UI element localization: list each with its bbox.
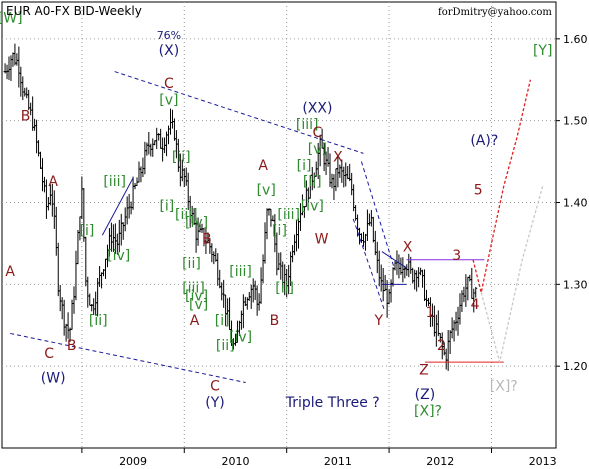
trend-line xyxy=(360,161,395,269)
x-tick-label: 2012 xyxy=(426,455,454,468)
wave-label: (W) xyxy=(41,371,66,387)
wave-label: [i] xyxy=(215,313,230,329)
y-tick-label: 1.50 xyxy=(563,115,588,128)
wave-label: 76% xyxy=(157,29,181,42)
wave-label: [ii] xyxy=(89,313,108,329)
axes: EUR A0-FX BID-Weekly forDmitry@yahoo.com… xyxy=(6,4,588,468)
wave-label: [iii] xyxy=(229,264,252,280)
wave-label: [iv] xyxy=(301,199,324,215)
wave-label: (X) xyxy=(159,43,180,59)
wave-label: C xyxy=(313,125,323,141)
y-tick-label: 1.40 xyxy=(563,196,588,209)
wave-label: [iv] xyxy=(185,289,208,305)
wave-label: 4 xyxy=(471,297,480,313)
price-bars xyxy=(3,43,478,371)
wave-label: A xyxy=(5,264,15,280)
wave-label: [iii] xyxy=(277,207,300,223)
author-email: forDmitry@yahoo.com xyxy=(438,7,552,18)
wave-label: [iv] xyxy=(229,330,252,346)
x-tick-label: 2010 xyxy=(221,455,249,468)
wave-label: 3 xyxy=(452,248,461,264)
wave-label: [ii] xyxy=(275,281,294,297)
wave-label: C xyxy=(164,76,174,92)
wave-label: A xyxy=(190,313,200,329)
wave-label: C xyxy=(44,346,54,362)
wave-label: [iii] xyxy=(182,281,205,297)
x-tick-label: 2011 xyxy=(324,455,352,468)
y-tick-label: 1.30 xyxy=(563,278,588,291)
wave-label: [i] xyxy=(272,223,287,239)
wave-label: [i] xyxy=(297,158,312,174)
wave-label: B xyxy=(270,313,280,329)
wave-label: [i] xyxy=(80,223,95,239)
trend-line xyxy=(114,71,364,154)
wave-label: [X]? xyxy=(414,403,442,419)
wave-label: [X]? xyxy=(490,379,518,395)
plot-frame xyxy=(1,1,557,449)
wave-label: [iii] xyxy=(175,207,198,223)
wave-label: [W] xyxy=(0,10,23,26)
wave-label: B xyxy=(67,338,77,354)
wave-label: [ii] xyxy=(182,256,201,272)
trend-line xyxy=(10,332,246,384)
wave-label: A xyxy=(48,174,58,190)
wave-label: [v] xyxy=(257,182,276,198)
wave-label: [ii] xyxy=(172,150,191,166)
wave-label: (Z) xyxy=(415,387,436,403)
wave-label: 5 xyxy=(474,182,483,198)
wave-label: [v] xyxy=(189,297,208,313)
y-tick-label: 1.20 xyxy=(563,360,588,373)
wave-label: [Y] xyxy=(533,43,552,59)
wave-label: X xyxy=(403,240,413,256)
wave-label: [iv] xyxy=(107,248,130,264)
wave-label: B xyxy=(21,109,31,125)
wave-label: A xyxy=(258,158,268,174)
wave-label: Triple Three ? xyxy=(285,395,380,411)
wave-label: C xyxy=(210,379,220,395)
projection-line xyxy=(480,185,544,363)
wave-label: B xyxy=(202,231,212,247)
y-tick-label: 1.60 xyxy=(563,33,588,46)
wave-label: Z xyxy=(419,362,429,378)
wave-label: Y xyxy=(374,313,384,329)
wave-label: [v] xyxy=(308,141,327,157)
grid-lines xyxy=(1,1,557,449)
x-tick-label: 2013 xyxy=(529,455,557,468)
x-tick-label: 2009 xyxy=(119,455,147,468)
wave-label: X xyxy=(333,150,343,166)
wave-label: [ii] xyxy=(303,174,322,190)
wave-label: W xyxy=(315,231,329,247)
wave-label: (Y) xyxy=(205,395,224,411)
wave-label: [v] xyxy=(159,92,178,108)
chart-title: EUR A0-FX BID-Weekly xyxy=(6,4,142,18)
wave-label: [iv] xyxy=(185,215,208,231)
wave-labels: [W]BAACB(W)[i][ii][iii][iv]76%(X)C[v][ii… xyxy=(0,10,552,419)
trend-line xyxy=(101,177,134,236)
wave-label: 1 xyxy=(426,305,435,321)
wave-label: [i] xyxy=(159,199,174,215)
wave-label: 2 xyxy=(437,338,446,354)
wave-label: [ii] xyxy=(216,338,235,354)
wave-label: [iii] xyxy=(296,117,319,133)
wave-label: (A)? xyxy=(470,133,498,149)
trend-line xyxy=(352,218,385,310)
trend-line xyxy=(381,251,407,269)
wave-label: [iii] xyxy=(103,174,126,190)
annotation-lines xyxy=(10,71,544,384)
wave-label: (XX) xyxy=(302,100,332,116)
